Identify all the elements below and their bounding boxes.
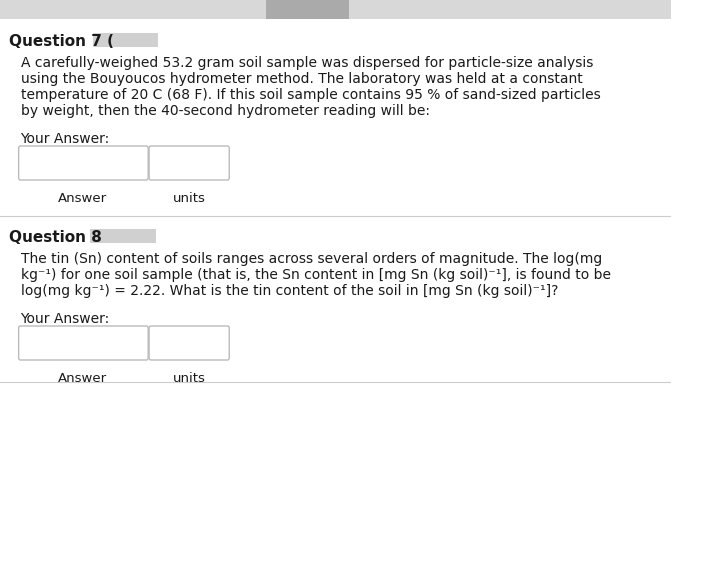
Text: Your Answer:: Your Answer:: [20, 132, 109, 146]
Bar: [93, 33, 158, 47]
Text: kg⁻¹) for one soil sample (that is, the Sn content in [mg Sn (kg soil)⁻¹], is fo: kg⁻¹) for one soil sample (that is, the …: [20, 268, 611, 282]
FancyBboxPatch shape: [149, 146, 229, 180]
Text: The tin (Sn) content of soils ranges across several orders of magnitude. The log: The tin (Sn) content of soils ranges acr…: [20, 252, 602, 266]
Bar: [91, 229, 156, 243]
Text: units: units: [173, 372, 206, 385]
Bar: [266, 0, 349, 19]
Text: Answer: Answer: [58, 372, 107, 385]
Text: by weight, then the 40-second hydrometer reading will be:: by weight, then the 40-second hydrometer…: [20, 104, 430, 118]
FancyBboxPatch shape: [19, 146, 148, 180]
Bar: [0, 0, 671, 19]
FancyBboxPatch shape: [149, 326, 229, 360]
Text: Your Answer:: Your Answer:: [20, 312, 109, 326]
Text: Question 7 (: Question 7 (: [9, 34, 114, 49]
Text: units: units: [173, 192, 206, 205]
Text: Question 8: Question 8: [9, 230, 102, 245]
Text: log(mg kg⁻¹) = 2.22. What is the tin content of the soil in [mg Sn (kg soil)⁻¹]?: log(mg kg⁻¹) = 2.22. What is the tin con…: [20, 284, 558, 298]
Text: using the Bouyoucos hydrometer method. The laboratory was held at a constant: using the Bouyoucos hydrometer method. T…: [20, 72, 582, 86]
FancyBboxPatch shape: [19, 326, 148, 360]
Text: temperature of 20 C (68 F). If this soil sample contains 95 % of sand-sized part: temperature of 20 C (68 F). If this soil…: [20, 88, 600, 102]
Text: Answer: Answer: [58, 192, 107, 205]
Text: A carefully-weighed 53.2 gram soil sample was dispersed for particle-size analys: A carefully-weighed 53.2 gram soil sampl…: [20, 56, 593, 70]
